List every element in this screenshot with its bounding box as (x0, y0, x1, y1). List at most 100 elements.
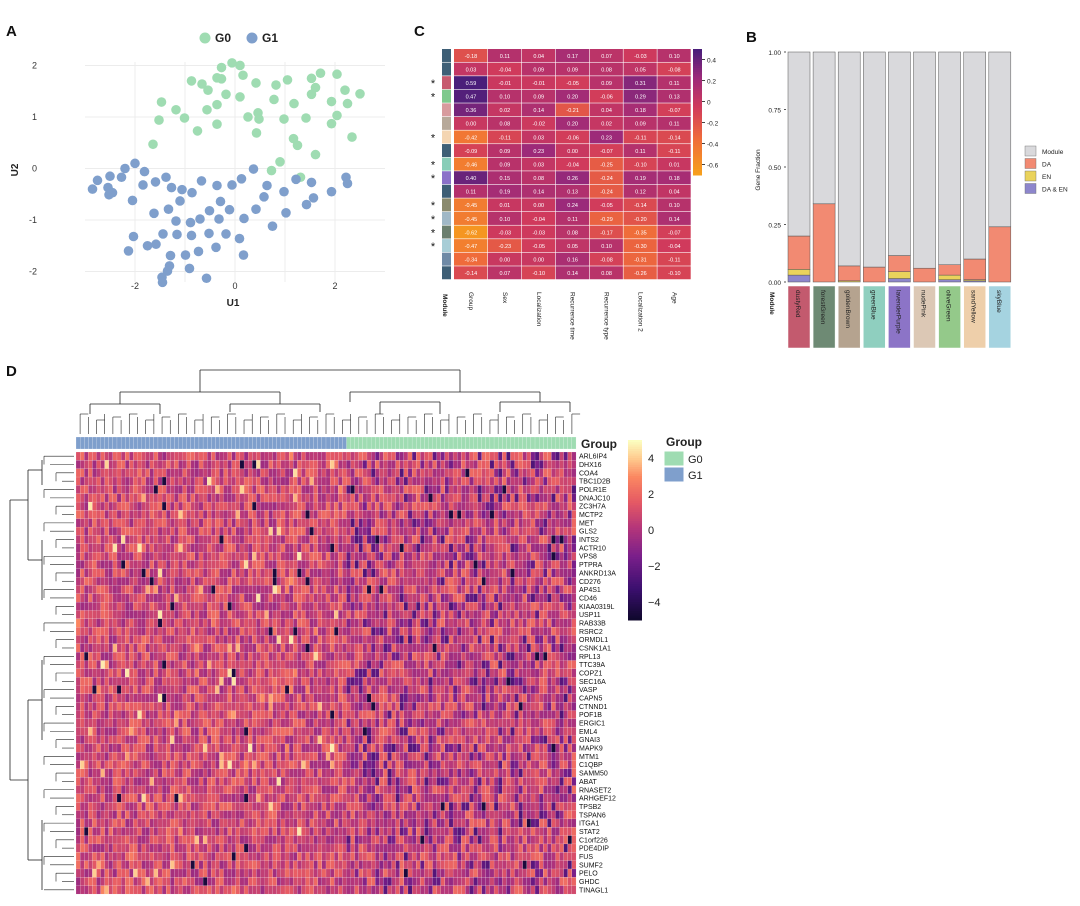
expression-cell (297, 501, 302, 511)
expression-cell (534, 602, 540, 611)
expression-cell (297, 635, 302, 644)
expression-cell (571, 643, 577, 653)
expression-cell (346, 476, 351, 486)
expression-cell (133, 560, 138, 569)
expression-cell (190, 702, 195, 711)
group-annotation-cell (571, 436, 577, 450)
expression-cell (530, 543, 536, 553)
expression-cell (284, 610, 290, 619)
expression-cell (416, 535, 421, 544)
expression-cell (399, 518, 404, 528)
expression-cell (149, 560, 154, 569)
expression-cell (305, 577, 310, 586)
expression-cell (166, 702, 171, 711)
expression-cell (284, 535, 290, 544)
expression-cell (424, 610, 429, 619)
expression-cell (88, 693, 93, 703)
expression-cell (534, 618, 540, 628)
expression-cell (194, 518, 200, 528)
expression-cell (424, 668, 429, 678)
expression-cell (305, 702, 310, 711)
expression-cell (334, 518, 339, 528)
point-g1 (221, 229, 231, 239)
expression-cell (239, 677, 245, 686)
expression-cell (293, 677, 298, 686)
expression-cell (235, 643, 241, 653)
expression-cell (514, 568, 519, 578)
expression-cell (116, 501, 122, 511)
expression-cell (506, 643, 511, 653)
expression-cell (121, 485, 126, 494)
expression-cell (157, 485, 163, 494)
expression-cell (366, 518, 372, 528)
expression-cell (403, 618, 409, 628)
expression-cell (411, 518, 417, 528)
expression-cell (112, 627, 118, 636)
expression-cell (493, 652, 499, 661)
significance-star: * (431, 132, 436, 144)
group-annotation-cell (526, 436, 532, 450)
expression-cell (567, 618, 573, 628)
expression-cell (235, 577, 241, 586)
expression-cell (498, 535, 503, 544)
correlation-cell (521, 116, 556, 130)
expression-cell (391, 568, 396, 578)
expression-cell (407, 610, 413, 619)
expression-cell (284, 593, 290, 603)
expression-cell (145, 526, 150, 536)
expression-cell (551, 501, 556, 511)
expression-cell (293, 476, 298, 486)
expression-cell (219, 568, 224, 578)
expression-cell (522, 627, 527, 636)
expression-cell (485, 493, 491, 503)
expression-cell (555, 635, 560, 644)
expression-cell (223, 585, 228, 594)
expression-cell (477, 535, 482, 544)
expression-cell (498, 627, 503, 636)
expression-cell (272, 501, 277, 511)
expression-cell (248, 702, 253, 711)
correlation-value: -0.25 (600, 162, 613, 168)
expression-cell (293, 451, 298, 461)
expression-cell (502, 618, 507, 628)
expression-cell (141, 710, 146, 719)
expression-cell (518, 468, 523, 478)
point-g1 (162, 266, 173, 276)
expression-cell (489, 693, 495, 703)
expression-cell (551, 602, 556, 611)
legend-g0-label: G0 (215, 31, 231, 45)
expression-cell (243, 627, 249, 636)
expression-cell (104, 535, 109, 544)
expression-cell (510, 618, 515, 628)
expression-cell (276, 610, 282, 619)
expression-cell (457, 585, 462, 594)
expression-cell (166, 585, 171, 594)
expression-cell (231, 702, 236, 711)
expression-cell (444, 652, 450, 661)
expression-cell (198, 451, 204, 461)
expression-cell (493, 635, 499, 644)
expression-cell (510, 643, 515, 653)
point-g1 (259, 192, 269, 202)
expression-cell (444, 643, 450, 653)
expression-cell (243, 518, 249, 528)
expression-cell (293, 668, 298, 678)
expression-cell (141, 702, 146, 711)
correlation-cell (487, 76, 522, 90)
expression-cell (498, 652, 503, 661)
expression-cell (424, 627, 429, 636)
expression-cell (84, 510, 89, 519)
expression-cell (157, 510, 163, 519)
expression-cell (125, 635, 130, 644)
expression-cell (170, 451, 175, 461)
expression-cell (567, 526, 573, 536)
expression-cell (223, 602, 228, 611)
expression-cell (448, 518, 454, 528)
expression-cell (395, 568, 400, 578)
expression-cell (219, 485, 224, 494)
expression-cell (129, 710, 134, 719)
expression-cell (485, 643, 491, 653)
expression-cell (157, 468, 163, 478)
expression-cell (264, 493, 269, 503)
expression-cell (190, 618, 195, 628)
